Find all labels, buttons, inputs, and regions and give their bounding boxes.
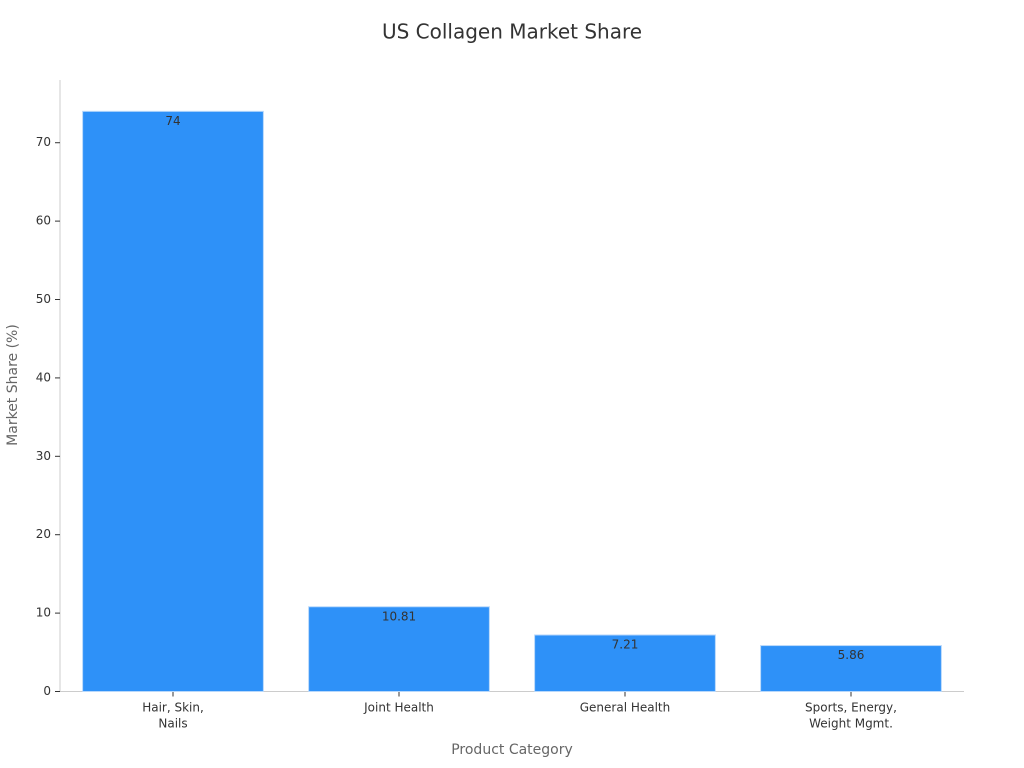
y-tick-label: 70 xyxy=(36,135,51,149)
bar xyxy=(82,110,264,693)
value-label: 74 xyxy=(165,114,180,128)
y-tick-label: 60 xyxy=(36,214,51,228)
x-tick-label: Sports, Energy, Weight Mgmt. xyxy=(805,700,897,730)
bar xyxy=(534,634,716,693)
x-tick-label: Hair, Skin, Nails xyxy=(142,700,204,730)
y-tick-label: 20 xyxy=(36,527,51,541)
bar xyxy=(760,645,942,692)
x-tick-label: General Health xyxy=(580,700,671,714)
bar xyxy=(308,606,490,693)
y-axis-title: Market Share (%) xyxy=(5,324,21,446)
chart-title: US Collagen Market Share xyxy=(382,20,642,44)
y-tick-label: 40 xyxy=(36,370,51,384)
value-label: 5.86 xyxy=(838,648,865,662)
y-tick-label: 10 xyxy=(36,606,51,620)
y-tick-label: 30 xyxy=(36,449,51,463)
x-tick-label: Joint Health xyxy=(363,700,434,714)
value-label: 7.21 xyxy=(612,637,639,651)
y-tick-label: 50 xyxy=(36,292,51,306)
y-tick-label: 0 xyxy=(43,684,51,698)
x-axis-title: Product Category xyxy=(451,742,573,758)
value-label: 10.81 xyxy=(382,609,416,623)
